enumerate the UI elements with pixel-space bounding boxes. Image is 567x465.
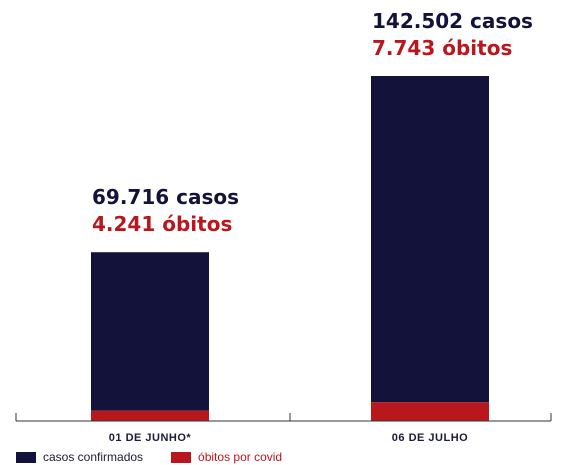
bar-chart: 69.716 casos 4.241 óbitos 01 DE JUNHO* 142.…	[15, 9, 552, 444]
bar-deaths-0	[91, 410, 209, 421]
legend-item-deaths: óbitos por covid	[171, 450, 282, 464]
bar-cases-0	[91, 252, 209, 411]
data-label-deaths-0: 4.241 óbitos	[92, 212, 232, 236]
bar-deaths-1	[371, 402, 489, 421]
bar-cases-1	[371, 76, 489, 403]
legend-label-deaths: óbitos por covid	[198, 450, 283, 464]
x-tick-label-0: 01 DE JUNHO*	[109, 432, 192, 444]
legend-swatch-deaths	[171, 451, 192, 463]
data-label-cases-1: 142.502 casos	[372, 9, 533, 33]
legend: casos confirmados óbitos por covid	[16, 450, 310, 464]
x-tick-label-1: 06 DE JULHO	[392, 432, 468, 444]
data-label-deaths-1: 7.743 óbitos	[372, 36, 512, 60]
legend-swatch-cases	[16, 451, 36, 463]
legend-item-cases: casos confirmados	[16, 450, 143, 464]
data-label-cases-0: 69.716 casos	[92, 185, 239, 209]
legend-label-cases: casos confirmados	[43, 450, 144, 464]
